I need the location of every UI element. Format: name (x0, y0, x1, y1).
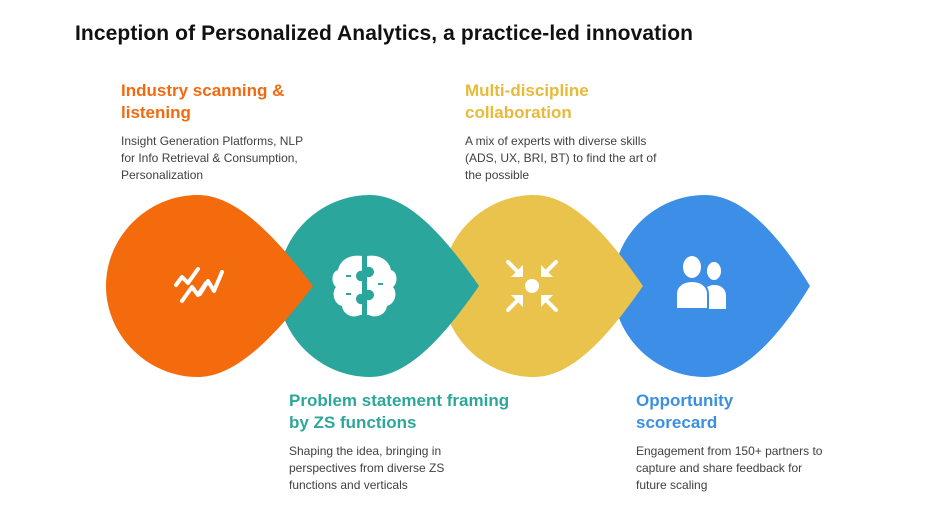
step-1-description-line-1: Insight Generation Platforms, NLP (121, 134, 304, 148)
converge-arrows-icon (506, 260, 558, 312)
step-2-description: Shaping the idea, bringing in perspectiv… (289, 443, 539, 494)
step-3-text: Multi-discipline collaboration A mix of … (465, 80, 695, 184)
step-2-heading-line-2: by ZS functions (289, 413, 417, 432)
step-4-description-line-1: Engagement from 150+ partners to (636, 444, 823, 458)
step-4-description-line-3: future scaling (636, 478, 708, 492)
step-3-description-line-2: (ADS, UX, BRI, BT) to find the art of (465, 151, 657, 165)
step-1-description-line-2: for Info Retrieval & Consumption, (121, 151, 298, 165)
step-4-description: Engagement from 150+ partners to capture… (636, 443, 866, 494)
step-4-description-line-2: capture and share feedback for (636, 461, 803, 475)
step-1-description: Insight Generation Platforms, NLP for In… (121, 133, 351, 184)
step-3-heading-line-1: Multi-discipline (465, 81, 589, 100)
step-4-heading: Opportunity scorecard (636, 390, 866, 434)
step-2-description-line-3: functions and verticals (289, 478, 408, 492)
step-2-heading-line-1: Problem statement framing (289, 391, 510, 410)
step-1-heading: Industry scanning & listening (121, 80, 351, 124)
step-4-text: Opportunity scorecard Engagement from 15… (636, 390, 866, 494)
trend-line-icon (174, 267, 224, 303)
step-3-description-line-1: A mix of experts with diverse skills (465, 134, 647, 148)
step-3-teardrop-shape (442, 195, 643, 377)
step-3-heading-line-2: collaboration (465, 103, 572, 122)
page-title: Inception of Personalized Analytics, a p… (75, 22, 694, 45)
step-4-heading-line-1: Opportunity (636, 391, 734, 410)
step-1-heading-line-1: Industry scanning & (121, 81, 285, 100)
brain-puzzle-icon (332, 255, 397, 317)
step-2-description-line-2: perspectives from diverse ZS (289, 461, 445, 475)
step-3-description: A mix of experts with diverse skills (AD… (465, 133, 695, 184)
step-1-text: Industry scanning & listening Insight Ge… (121, 80, 351, 184)
step-2-description-line-1: Shaping the idea, bringing in (289, 444, 442, 458)
step-1-heading-line-2: listening (121, 103, 191, 122)
step-3-heading: Multi-discipline collaboration (465, 80, 695, 124)
step-4-heading-line-2: scorecard (636, 413, 718, 432)
step-2-heading: Problem statement framing by ZS function… (289, 390, 539, 434)
step-2-text: Problem statement framing by ZS function… (289, 390, 539, 494)
step-3-description-line-3: the possible (465, 168, 530, 182)
step-1-description-line-3: Personalization (121, 168, 204, 182)
people-icon (675, 256, 726, 310)
